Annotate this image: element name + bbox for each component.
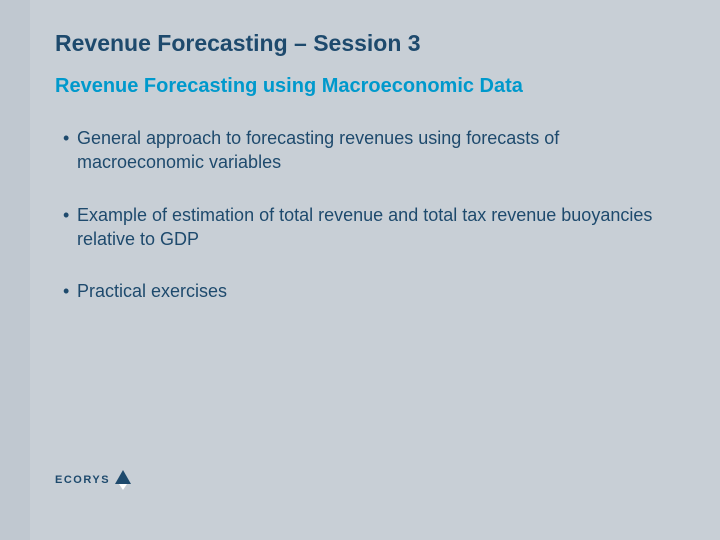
slide-content: Revenue Forecasting – Session 3 Revenue … [0,0,720,303]
logo-text: ECORYS [55,474,110,486]
slide-subtitle: Revenue Forecasting using Macroeconomic … [55,75,670,98]
list-item: Example of estimation of total revenue a… [63,203,670,252]
list-item: Practical exercises [63,279,670,303]
list-item: General approach to forecasting revenues… [63,126,670,175]
ecorys-logo: ECORYS [55,470,132,490]
slide-title: Revenue Forecasting – Session 3 [55,30,670,57]
left-accent-bar [0,0,30,540]
triangle-icon [114,470,132,490]
bullet-list: General approach to forecasting revenues… [55,126,670,303]
